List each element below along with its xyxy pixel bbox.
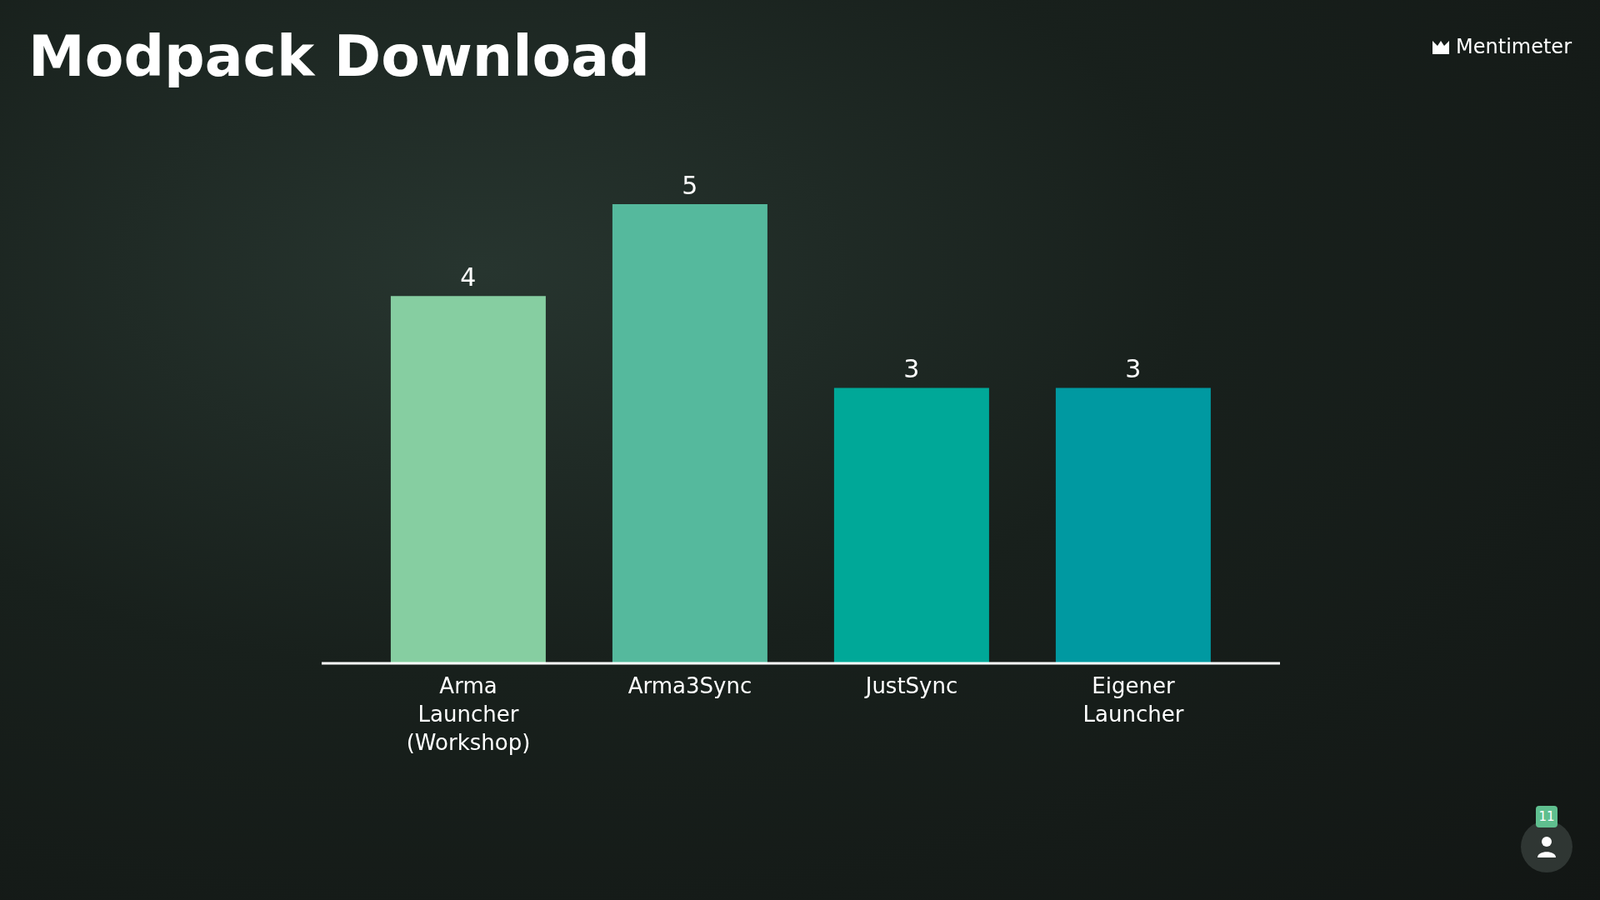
svg-text:EigenerLauncher: EigenerLauncher xyxy=(1083,673,1185,727)
svg-text:ArmaLauncher(Workshop): ArmaLauncher(Workshop) xyxy=(406,673,531,755)
html-text:Mentimeter: Mentimeter xyxy=(1455,35,1572,59)
svg-text:3: 3 xyxy=(903,354,920,384)
svg-text:3: 3 xyxy=(1125,354,1141,384)
svg-text:JustSync: JustSync xyxy=(864,673,959,699)
svg-text:4: 4 xyxy=(460,262,476,292)
html-text:11: 11 xyxy=(1538,809,1555,825)
svg-text:Arma3Sync: Arma3Sync xyxy=(628,673,752,699)
svg-text:5: 5 xyxy=(681,170,698,200)
html-text:Modpack Download: Modpack Download xyxy=(28,23,650,90)
